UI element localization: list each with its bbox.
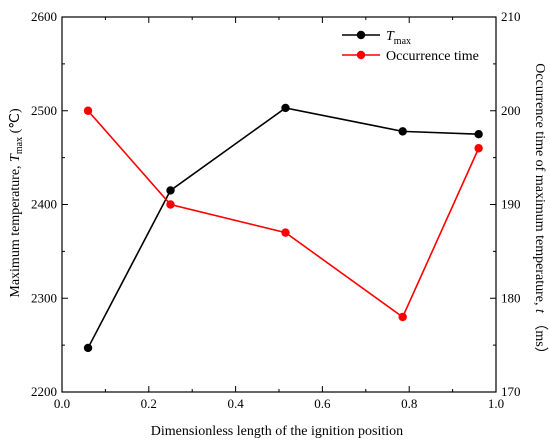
x-tick-label: 0.4 (227, 396, 244, 411)
x-tick-label: 0.2 (141, 396, 157, 411)
x-tick-label: 0.6 (314, 396, 331, 411)
x-axis-title: Dimensionless length of the ignition pos… (151, 424, 403, 439)
data-point-tmax (166, 186, 175, 195)
x-tick-label: 1.0 (488, 396, 504, 411)
y-right-tick-label: 180 (501, 290, 521, 305)
data-point-occurrence-time (474, 144, 483, 153)
legend-label-tmax: Tmax (386, 29, 411, 47)
x-tick-label: 0.8 (401, 396, 417, 411)
legend-label-tmax-sub: max (394, 36, 411, 47)
data-point-tmax (398, 127, 407, 136)
axes (61, 16, 497, 393)
data-point-occurrence-time (83, 106, 93, 115)
data-point-occurrence-time (166, 200, 175, 209)
y-right-tick-label: 210 (501, 9, 521, 24)
y-right-tick-label: 190 (501, 197, 521, 212)
tick-marks (61, 16, 497, 393)
legend-marker-time (356, 50, 366, 60)
y-right-title-italic: t (532, 309, 547, 314)
y-left-title-italic: T (8, 153, 23, 162)
data-point-tmax (281, 103, 290, 113)
data-point-tmax (474, 129, 483, 139)
y-left-title-main: Maximum temperature, (8, 162, 23, 298)
legend-label-tmax-main: T (386, 29, 395, 44)
legend-marker-tmax (356, 30, 366, 40)
y-left-tick-label: 2300 (31, 290, 57, 305)
series-group (83, 103, 483, 353)
data-point-tmax (83, 343, 93, 353)
y-left-title-unit: (℃) (8, 108, 23, 137)
y-right-tick-label: 200 (501, 103, 521, 118)
y-left-tick-label: 2400 (31, 197, 57, 212)
y-right-tick-label: 170 (501, 384, 521, 399)
legend: Tmax Occurrence time (342, 29, 479, 64)
y-left-tick-label: 2600 (31, 9, 57, 24)
data-point-occurrence-time (281, 228, 290, 237)
plot-frame (61, 16, 497, 393)
x-tick-label: 0.0 (54, 396, 70, 411)
series-line-occurrence-time (87, 110, 480, 319)
series-line-tmax (87, 107, 479, 349)
y-right-title-main: Occurrence time of maximum temperature, (532, 63, 547, 309)
legend-label-time: Occurrence time (386, 49, 479, 64)
y-axis-right-title: Occurrence time of maximum temperature, … (532, 63, 548, 360)
y-left-tick-label: 2500 (31, 103, 57, 118)
y-axis-left-title: Maximum temperature, Tmax (℃) (8, 108, 25, 298)
data-point-occurrence-time (398, 312, 407, 322)
y-right-title-unit: （ms） (532, 313, 548, 361)
tick-labels: 0.0 0.2 0.4 0.6 0.8 1.0 2200 2300 2400 2500 2600 17… (31, 9, 521, 411)
y-left-tick-label: 2200 (31, 384, 57, 399)
y-left-title-sub: max (14, 137, 25, 154)
